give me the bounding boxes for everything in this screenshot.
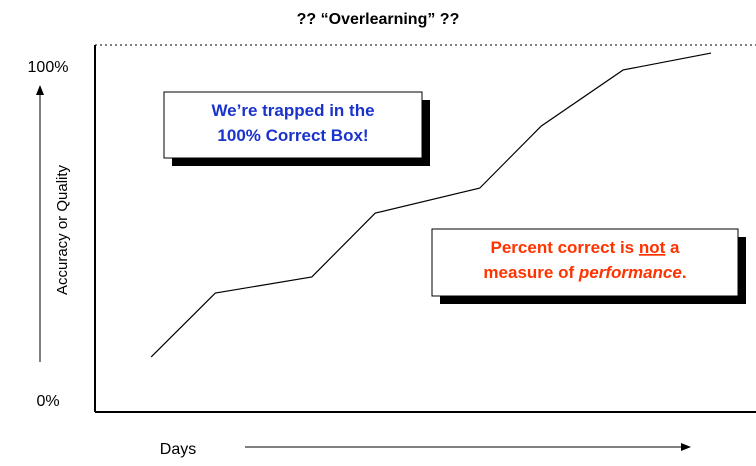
annotation-text: measure of performance. (483, 263, 686, 282)
annotation-text: 100% Correct Box! (217, 126, 368, 145)
annotation-part: We’re trapped in the (211, 101, 374, 120)
y-tick-label: 0% (36, 393, 59, 410)
chart-title: ?? “Overlearning” ?? (297, 11, 460, 28)
annotation-box (431, 228, 739, 297)
annotation-part: 100% Correct Box! (217, 126, 368, 145)
annotation-part: . (682, 263, 687, 282)
y-axis-label: Accuracy or Quality (54, 164, 71, 295)
x-axis-label: Days (160, 441, 196, 458)
y-tick-label: 100% (28, 59, 69, 76)
annotation-part: measure of (483, 263, 578, 282)
annotation-box (163, 91, 423, 159)
annotation-part: performance (578, 263, 682, 282)
annotation-part: a (665, 238, 680, 257)
annotation-part: Percent correct is (491, 238, 639, 257)
annotation-part: not (639, 238, 666, 257)
data-line (150, 52, 712, 358)
annotation-text: We’re trapped in the (211, 101, 374, 120)
annotation-text: Percent correct is not a (491, 238, 681, 257)
